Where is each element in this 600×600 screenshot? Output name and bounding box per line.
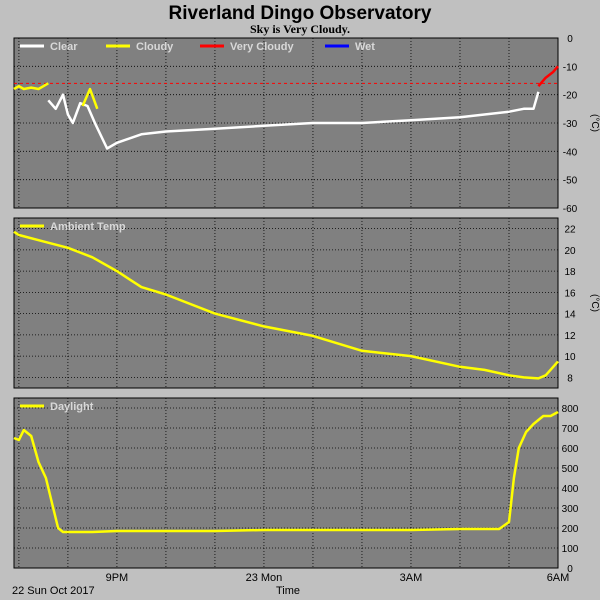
y-tick-label: 22 [564, 225, 576, 236]
y-tick-label: -60 [563, 204, 578, 215]
series-line-very-cloudy [537, 65, 559, 88]
y-tick-label: 8 [567, 373, 573, 384]
plot-area-daylight [13, 397, 559, 569]
y-tick-label: 300 [562, 504, 579, 515]
y-tick-label: 0 [567, 564, 573, 575]
legend-label: Daylight [50, 401, 94, 413]
y-tick-label: 16 [564, 288, 576, 299]
x-tick-label: 6AM [547, 572, 570, 584]
y-tick-label: -40 [563, 147, 578, 158]
legend-label: Wet [355, 41, 375, 53]
date-label: 22 Sun Oct 2017 [12, 585, 95, 597]
page-subtitle: Sky is Very Cloudy. [250, 22, 350, 36]
panel-daylight: 800 700 600 500 400 300 200 100 0 Daylight [13, 397, 579, 575]
y-tick-label: 400 [562, 484, 579, 495]
y-tick-label: 700 [562, 424, 579, 435]
y-axis-label: (°C) [589, 114, 600, 132]
panel-ambient: 22 20 18 16 14 12 10 8 (°C) Ambient Temp [13, 217, 600, 389]
y-tick-label: 100 [562, 544, 579, 555]
plot-area-ambient [13, 217, 559, 389]
legend-label: Clear [50, 41, 78, 53]
y-axis-label: (°C) [589, 294, 600, 312]
y-tick-label: 800 [562, 404, 579, 415]
panel-sky: 0 -10 -20 -30 -40 -50 -60 (°C) Clear Cloudy Very C… [13, 34, 600, 215]
y-tick-label: -50 [563, 176, 578, 187]
x-axis-title: Time [276, 585, 300, 597]
series-line-cloudy [13, 82, 49, 91]
y-tick-label: -20 [563, 91, 578, 102]
y-tick-label: 18 [564, 267, 576, 278]
series-line-daylight [13, 410, 559, 534]
y-tick-label: -10 [563, 62, 578, 73]
y-tick-label: 10 [564, 352, 576, 363]
x-tick-label: 23 Mon [246, 572, 283, 584]
y-tick-label: 20 [564, 246, 576, 257]
legend-label: Cloudy [136, 41, 174, 53]
series-line-ambient-temp [13, 230, 559, 380]
page-title: Riverland Dingo Observatory [169, 3, 432, 24]
series-line-clear [47, 91, 540, 150]
x-tick-label: 3AM [400, 572, 423, 584]
legend-label: Ambient Temp [50, 221, 126, 233]
y-tick-label: 14 [564, 310, 576, 321]
y-tick-label: 0 [567, 34, 573, 45]
y-tick-label: 500 [562, 464, 579, 475]
y-tick-label: 12 [564, 331, 576, 342]
y-tick-label: 200 [562, 524, 579, 535]
y-tick-label: -30 [563, 119, 578, 130]
legend-label: Very Cloudy [230, 41, 294, 53]
series-line-cloudy [81, 87, 99, 110]
y-tick-label: 600 [562, 444, 579, 455]
x-tick-label: 9PM [106, 572, 129, 584]
